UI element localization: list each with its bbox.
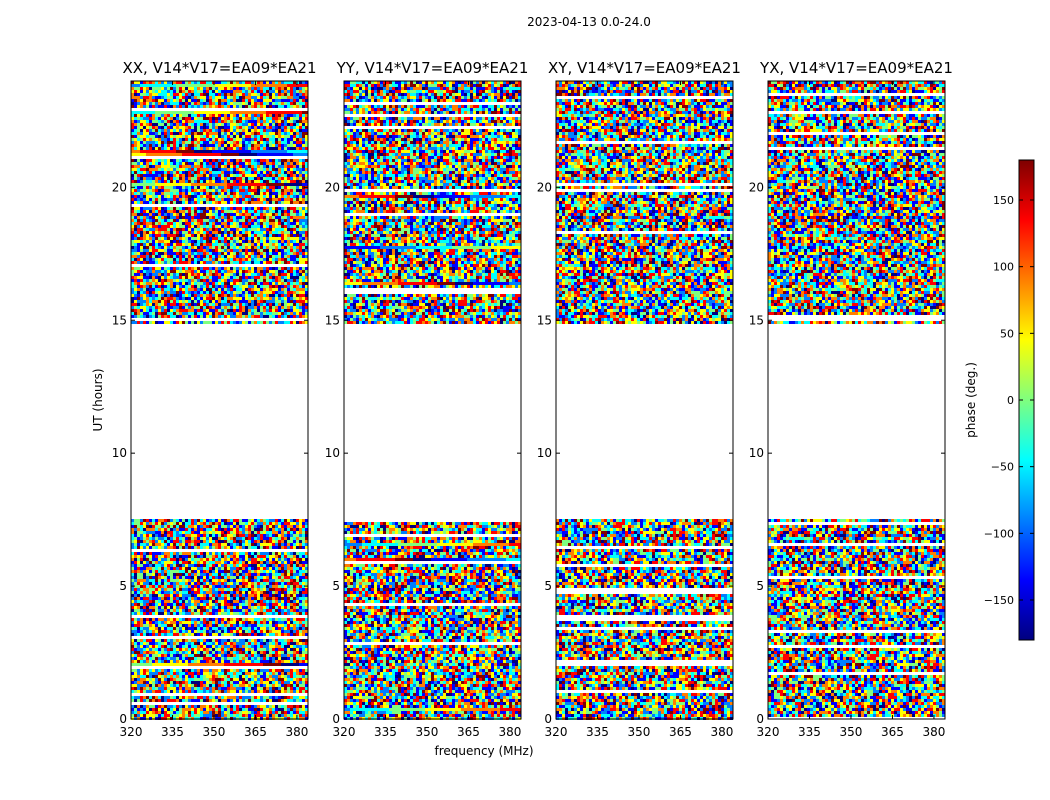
y-tick-label: 15 [749,313,764,327]
colorbar-tick-label: 50 [1000,327,1014,340]
panel-title: YY, V14*V17=EA09*EA21 [336,59,529,77]
colorbar: 150 100 50 0 −50 −100 −150 [984,160,1034,640]
x-tick-label: 335 [374,725,397,739]
x-tick-label: 320 [120,725,143,739]
x-tick-label: 350 [203,725,226,739]
y-tick-label: 10 [749,446,764,460]
x-tick-label: 320 [757,725,780,739]
y-tick-label: 10 [112,446,127,460]
panel-xy: XY, V14*V17=EA09*EA21 320 335 350 365 380 0 5 10… [537,59,741,739]
y-tick-label: 15 [112,313,127,327]
x-tick-label: 365 [881,725,904,739]
panels-group: XX, V14*V17=EA09*EA21 320 335 350 365 380 0 5 10… [112,59,953,739]
x-tick-label: 365 [244,725,267,739]
x-axis-label: frequency (MHz) [434,744,533,758]
y-tick-label: 0 [332,712,340,726]
y-tick-label: 0 [119,712,127,726]
panel-title: YX, V14*V17=EA09*EA21 [759,59,953,77]
y-axis-label: UT (hours) [91,368,105,431]
colorbar-tick-label: −50 [991,461,1014,474]
x-tick-label: 380 [285,725,308,739]
x-tick-label: 350 [840,725,863,739]
y-tick-label: 20 [749,180,764,194]
x-tick-label: 380 [710,725,733,739]
y-tick-label: 15 [325,313,340,327]
x-tick-label: 380 [498,725,521,739]
heatmap-cells [556,81,733,720]
x-tick-label: 320 [333,725,356,739]
x-tick-label: 365 [457,725,480,739]
colorbar-tick-label: −150 [984,594,1014,607]
colorbar-tick-label: 100 [993,261,1014,274]
y-tick-label: 20 [537,180,552,194]
colorbar-tick-label: 0 [1007,394,1014,407]
y-tick-label: 5 [119,579,127,593]
figure-suptitle: 2023-04-13 0.0-24.0 [527,15,651,29]
colorbar-tick-label: −100 [984,527,1014,540]
x-tick-label: 335 [586,725,609,739]
panel-yy: YY, V14*V17=EA09*EA21 320 335 350 365 380 0 5 10… [325,59,529,739]
x-tick-label: 320 [545,725,568,739]
x-tick-label: 335 [161,725,184,739]
heatmap-cells [768,81,945,717]
y-tick-label: 0 [756,712,764,726]
x-tick-label: 335 [798,725,821,739]
colorbar-label: phase (deg.) [964,362,978,438]
panel-title: XX, V14*V17=EA09*EA21 [122,59,316,77]
panel-xx: XX, V14*V17=EA09*EA21 320 335 350 365 380 0 5 10… [112,59,317,739]
panel-yx: YX, V14*V17=EA09*EA21 320 335 350 365 380 0 5 10… [749,59,953,739]
y-tick-label: 10 [537,446,552,460]
y-tick-label: 20 [112,180,127,194]
x-tick-label: 380 [922,725,945,739]
heatmap-cells [344,81,521,720]
y-tick-label: 5 [756,579,764,593]
x-tick-label: 350 [628,725,651,739]
colorbar-tick-label: 150 [993,194,1014,207]
y-tick-label: 0 [544,712,552,726]
x-tick-label: 350 [416,725,439,739]
x-tick-label: 365 [669,725,692,739]
y-tick-label: 15 [537,313,552,327]
y-tick-label: 5 [544,579,552,593]
panel-title: XY, V14*V17=EA09*EA21 [548,59,741,77]
y-tick-label: 5 [332,579,340,593]
y-tick-label: 10 [325,446,340,460]
y-tick-label: 20 [325,180,340,194]
heatmap-cells [131,81,308,720]
